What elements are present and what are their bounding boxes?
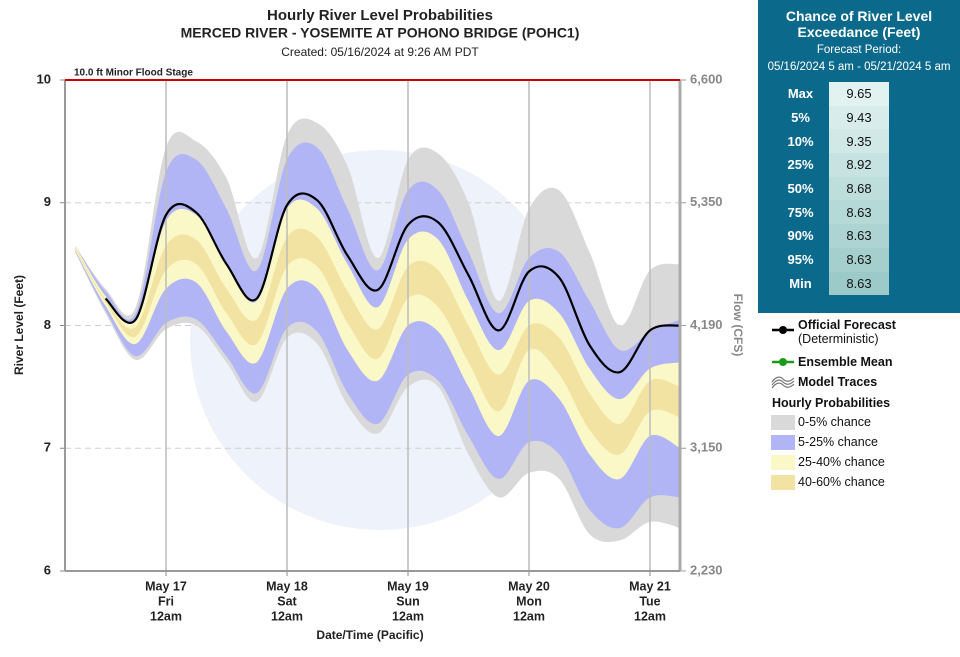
x-tick-label: May 18 bbox=[266, 579, 308, 593]
x-tick-label: Tue bbox=[639, 594, 660, 608]
row-label: 10% bbox=[787, 133, 814, 149]
y-tick-label: 9 bbox=[44, 194, 51, 209]
legend-swatch-fill bbox=[771, 435, 795, 450]
row-value: 8.63 bbox=[829, 224, 889, 248]
row-value: 9.65 bbox=[829, 82, 889, 106]
x-tick-label: 12am bbox=[271, 609, 303, 623]
legend-label: 5-25% chance bbox=[798, 435, 878, 449]
legend-swatch bbox=[771, 435, 795, 450]
row-label: 25% bbox=[787, 157, 814, 173]
x-tick-label: May 21 bbox=[629, 579, 671, 593]
row-label: Min bbox=[789, 275, 812, 291]
legend-swatch-fill bbox=[771, 475, 795, 490]
y-tick-label: 8 bbox=[44, 317, 51, 332]
y2-tick-label: 2,230 bbox=[690, 562, 723, 577]
probability-band bbox=[75, 228, 681, 455]
row-label: 75% bbox=[787, 204, 814, 220]
row-value: 8.63 bbox=[829, 200, 889, 225]
legend-swatch-fill bbox=[771, 455, 795, 470]
row-label: 50% bbox=[787, 181, 814, 197]
y2-tick-label: 6,600 bbox=[690, 71, 723, 86]
table-row: 50% 8.68 bbox=[772, 176, 889, 201]
legend-icon bbox=[771, 376, 795, 389]
x-tick-label: May 19 bbox=[387, 579, 429, 593]
row-value: 9.35 bbox=[829, 129, 889, 154]
y2-tick-label: 4,190 bbox=[690, 317, 723, 332]
row-value: 9.43 bbox=[829, 105, 889, 130]
x-tick-label: Fri bbox=[158, 594, 174, 608]
legend-swatch-fill bbox=[771, 415, 795, 430]
legend-swatch bbox=[771, 455, 795, 470]
row-value: 8.92 bbox=[829, 153, 889, 177]
x-tick-label: May 17 bbox=[145, 579, 187, 593]
chart-title: Hourly River Level Probabilities bbox=[267, 7, 493, 24]
x-tick-label: Sat bbox=[277, 594, 297, 608]
table-row: 5% 9.43 bbox=[772, 105, 889, 130]
legend-label: Model Traces bbox=[798, 375, 878, 389]
legend-swatch bbox=[771, 415, 795, 430]
table-row: 25% 8.92 bbox=[772, 153, 889, 177]
y-tick-label: 6 bbox=[44, 562, 51, 577]
legend-label: 25-40% chance bbox=[798, 455, 885, 469]
table-row: 90% 8.63 bbox=[772, 224, 889, 248]
y-tick-label: 10 bbox=[37, 71, 51, 86]
legend-section-title: Hourly Probabilities bbox=[772, 396, 891, 410]
table-row: 95% 8.63 bbox=[772, 247, 889, 272]
legend: Official Forecast (Deterministic) Ensembl… bbox=[770, 318, 960, 492]
legend-label: Official Forecast bbox=[798, 318, 896, 332]
x-tick-label: 12am bbox=[513, 609, 545, 623]
forecast-line bbox=[104, 192, 681, 374]
legend-item: Ensemble Mean bbox=[770, 352, 960, 372]
x-tick-label: 12am bbox=[634, 609, 666, 623]
legend-label: Ensemble Mean bbox=[798, 355, 893, 369]
x-tick-label: May 20 bbox=[508, 579, 550, 593]
legend-item: Official Forecast (Deterministic) bbox=[770, 318, 960, 352]
period-label: Forecast Period: bbox=[816, 44, 902, 56]
y-axis-label: River Level (Feet) bbox=[12, 275, 26, 375]
band-legend: 0-5% chance 5-25% chance 25-40% chance 40-6… bbox=[770, 412, 960, 492]
chart: Hourly River Level Probabilities MERCED … bbox=[12, 7, 745, 642]
legend-label: 0-5% chance bbox=[798, 415, 871, 429]
table-row: Min 8.63 bbox=[772, 271, 889, 296]
period: 05/16/2024 5 am - 05/21/2024 5 am bbox=[767, 61, 951, 73]
x-tick-label: 12am bbox=[150, 609, 182, 623]
chart-subtitle: MERCED RIVER - YOSEMITE AT POHONO BRIDGE… bbox=[181, 25, 580, 41]
row-label: 90% bbox=[787, 228, 814, 244]
created-note: Created: 05/16/2024 at 9:26 AM PDT bbox=[281, 45, 479, 59]
exceedance-panel: Chance of River Level Exceedance (Feet) … bbox=[758, 0, 960, 313]
row-value: 8.63 bbox=[829, 247, 889, 272]
y2-axis-label: Flow (CFS) bbox=[731, 294, 745, 357]
row-label: 95% bbox=[787, 252, 814, 268]
legend-item: 40-60% chance bbox=[770, 472, 960, 492]
row-label: 5% bbox=[791, 110, 810, 126]
legend-item: 25-40% chance bbox=[770, 452, 960, 472]
legend-detail: (Deterministic) bbox=[798, 332, 879, 346]
legend-item: 5-25% chance bbox=[770, 432, 960, 452]
legend-icon bbox=[772, 326, 794, 334]
x-tick-label: 12am bbox=[392, 609, 424, 623]
y-tick-label: 7 bbox=[44, 440, 51, 455]
y2-tick-label: 3,150 bbox=[690, 440, 723, 455]
row-value: 8.68 bbox=[829, 176, 889, 201]
x-tick-label: Sun bbox=[396, 594, 420, 608]
legend-label: 40-60% chance bbox=[798, 475, 885, 489]
exceedance-table: Max 9.65 5% 9.43 10% 9.35 25% 8.92 50% 8.68 75% 8.6… bbox=[772, 82, 889, 296]
table-row: 75% 8.63 bbox=[772, 200, 889, 225]
y2-tick-label: 5,350 bbox=[690, 194, 723, 209]
panel-title: Chance of River Level Exceedance (Feet) bbox=[785, 8, 933, 40]
table-row: Max 9.65 bbox=[772, 82, 889, 106]
legend-item: 0-5% chance bbox=[770, 412, 960, 432]
table-row: 10% 9.35 bbox=[772, 129, 889, 154]
flood-stage-label: 10.0 ft Minor Flood Stage bbox=[74, 68, 193, 79]
legend-icon bbox=[772, 358, 794, 366]
row-value: 8.63 bbox=[829, 271, 889, 296]
legend-item: Model Traces bbox=[770, 372, 960, 392]
legend-swatch bbox=[771, 475, 795, 490]
x-axis-label: Date/Time (Pacific) bbox=[316, 628, 423, 642]
row-label: Max bbox=[787, 86, 814, 102]
x-tick-label: Mon bbox=[516, 594, 542, 608]
